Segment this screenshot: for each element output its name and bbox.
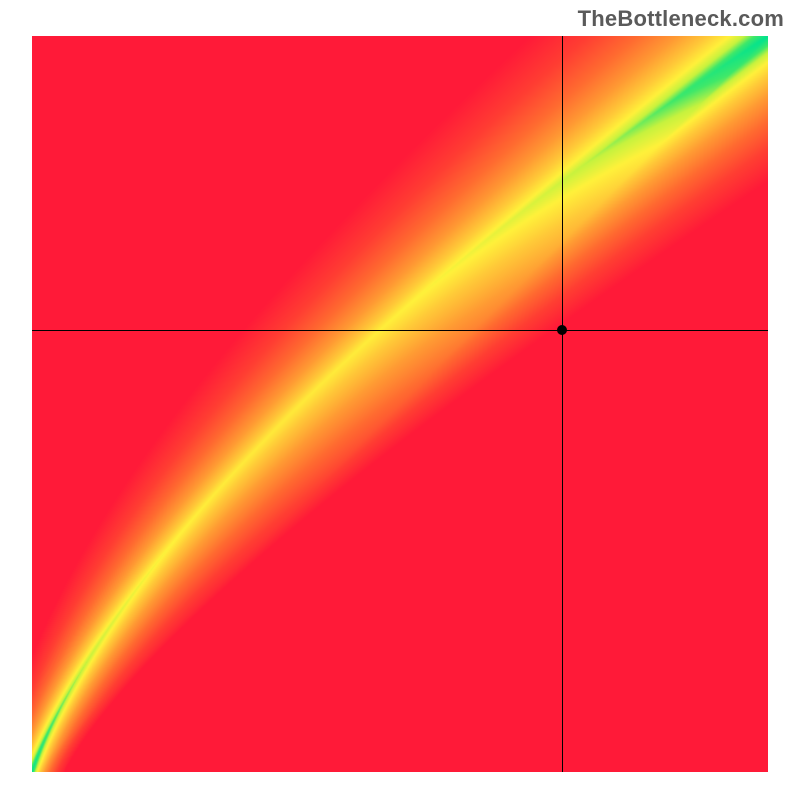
crosshair-horizontal bbox=[32, 330, 768, 331]
heatmap-canvas bbox=[32, 36, 768, 772]
crosshair-marker bbox=[557, 325, 567, 335]
bottleneck-heatmap bbox=[32, 36, 768, 772]
watermark-text: TheBottleneck.com bbox=[578, 6, 784, 32]
crosshair-vertical bbox=[562, 36, 563, 772]
